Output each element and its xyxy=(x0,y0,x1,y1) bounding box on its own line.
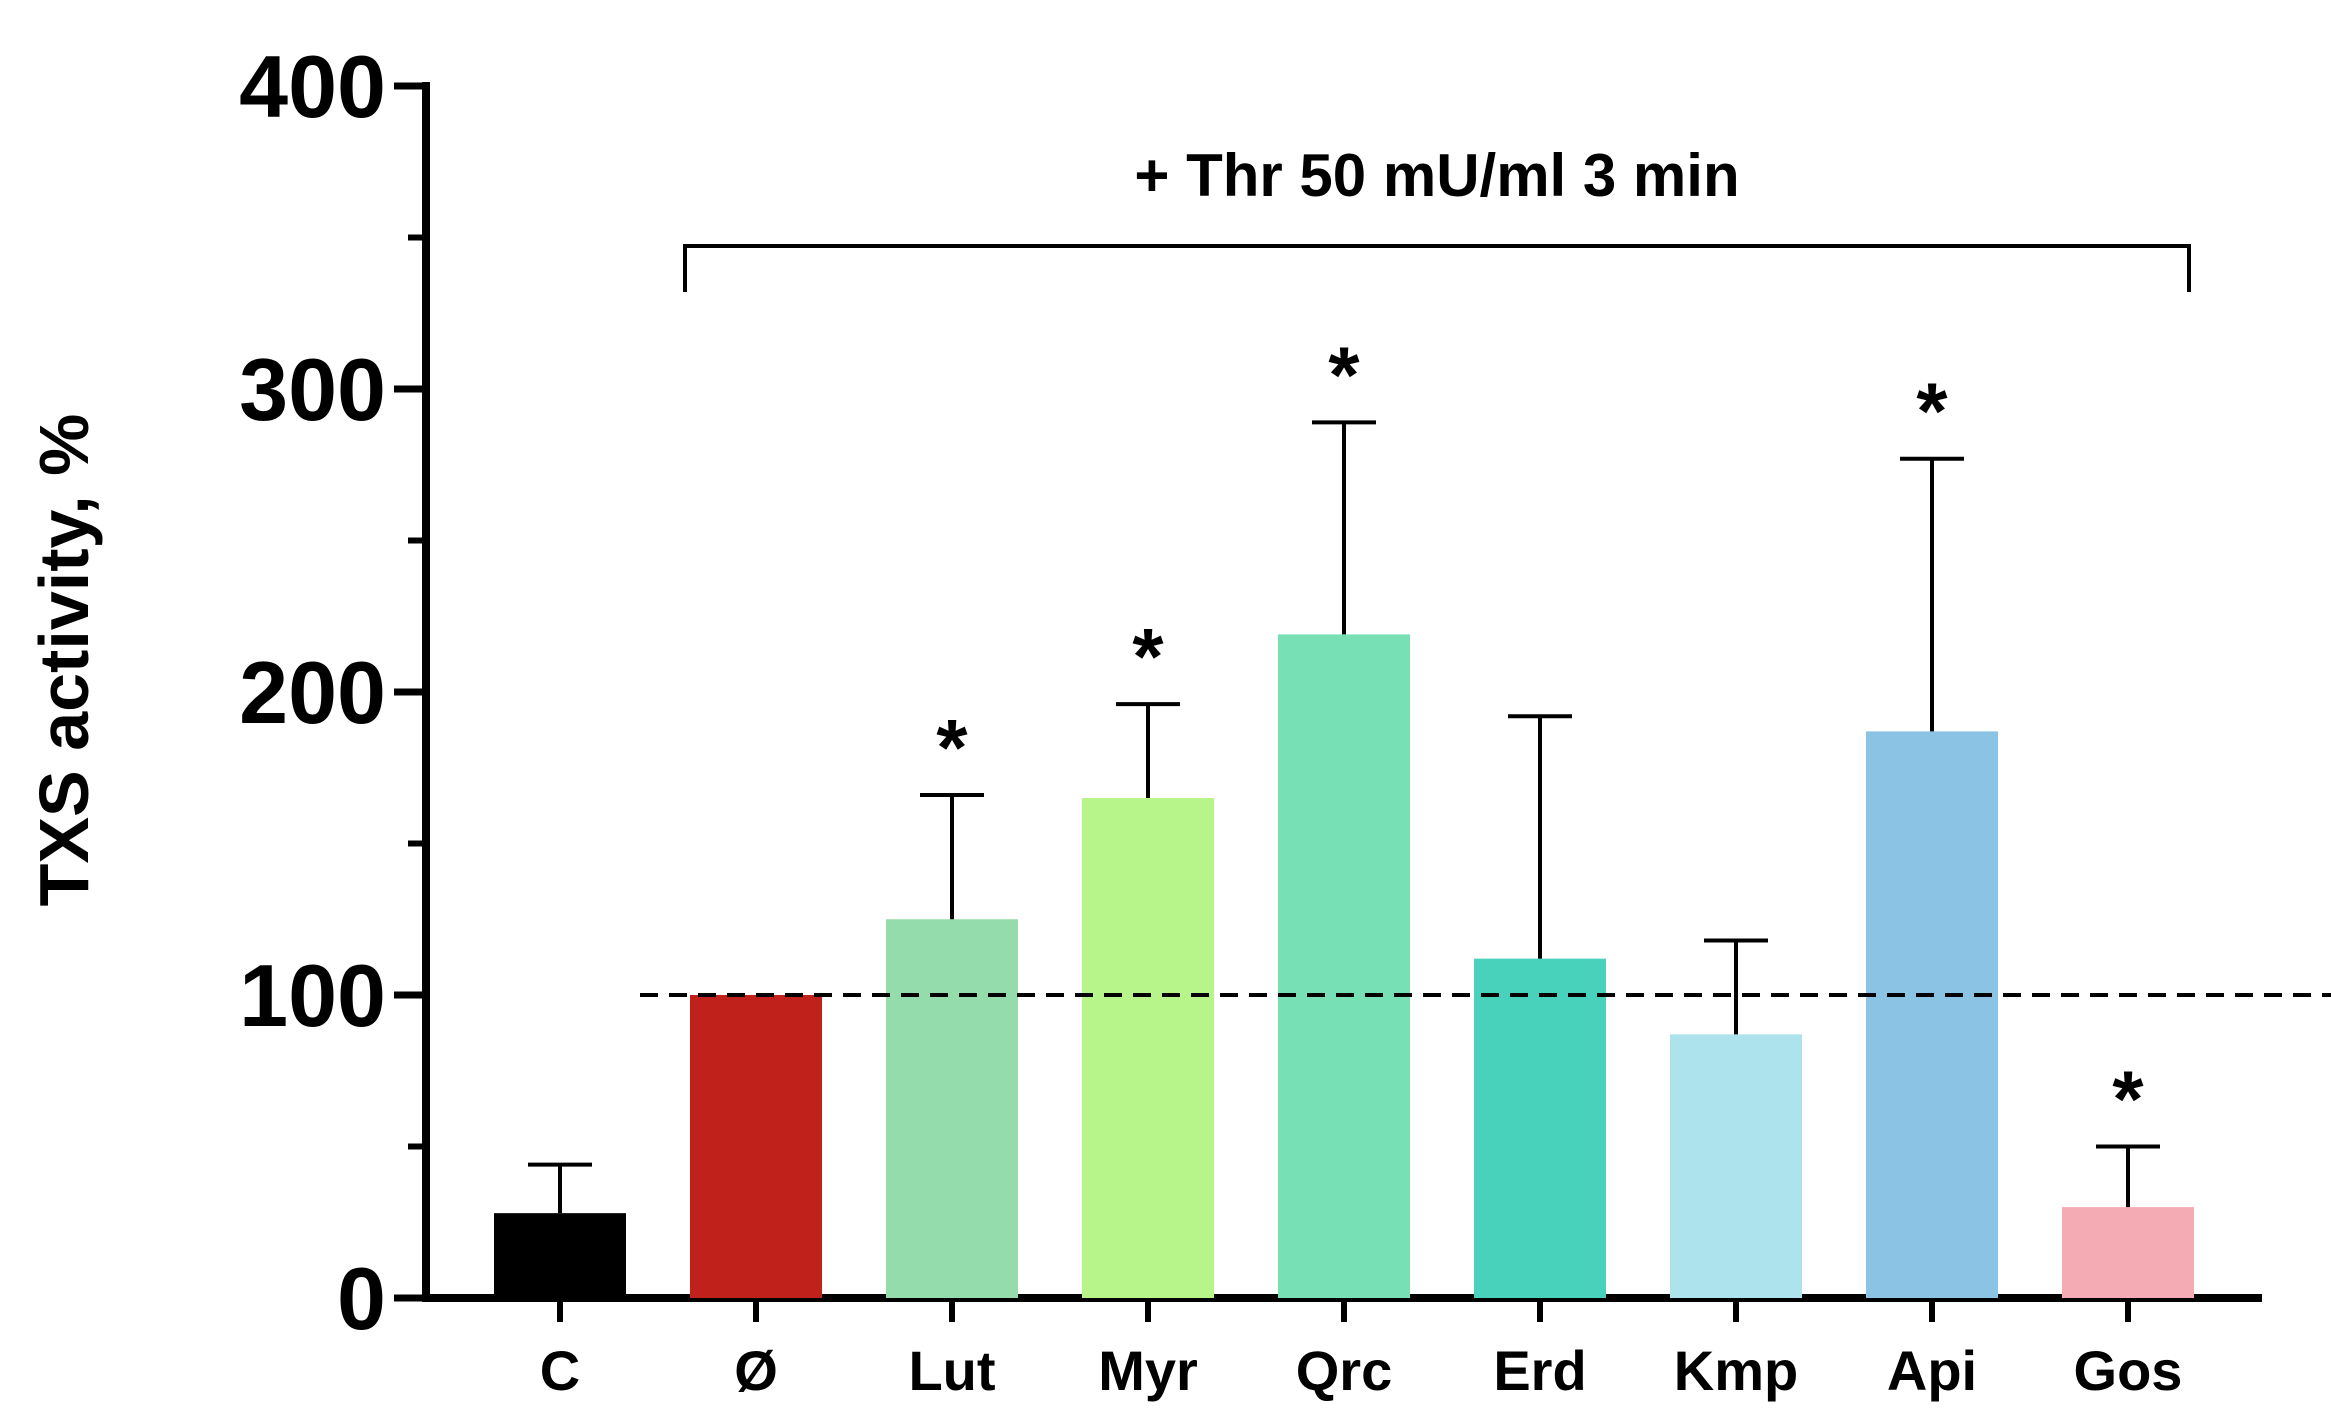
bar-4 xyxy=(1082,798,1214,1298)
significance-mark: * xyxy=(1328,330,1360,419)
axes-layer: 0 100 200 300 400 C Ø Lut Myr Qrc Erd Kmp Api Gos xyxy=(239,37,2262,1402)
x-tick-label: Ø xyxy=(734,1339,778,1402)
y-tick-label: 300 xyxy=(239,340,386,439)
bar-2 xyxy=(690,995,822,1298)
treatment-bracket xyxy=(683,244,2191,292)
bar-5 xyxy=(1278,634,1410,1298)
x-tick-label: Lut xyxy=(908,1339,995,1402)
significance-mark: * xyxy=(1916,367,1948,456)
bar-9 xyxy=(2062,1207,2194,1298)
x-tick-label: Gos xyxy=(2074,1339,2183,1402)
treatment-annotation: + Thr 50 mU/ml 3 min xyxy=(1134,142,1739,209)
x-tick-label: C xyxy=(540,1339,580,1402)
y-tick-label: 200 xyxy=(239,643,386,742)
significance-mark: * xyxy=(1132,612,1164,701)
bar-3 xyxy=(886,919,1018,1298)
y-tick-label: 0 xyxy=(337,1249,386,1348)
y-tick-label: 400 xyxy=(239,37,386,136)
bar-6 xyxy=(1474,958,1606,1298)
x-tick-label: Qrc xyxy=(1296,1339,1393,1402)
x-tick-label: Kmp xyxy=(1674,1339,1798,1402)
x-tick-label: Api xyxy=(1887,1339,1977,1402)
error-bars-layer: * * * * * xyxy=(528,330,2160,1214)
bar-7 xyxy=(1670,1034,1802,1298)
x-tick-label: Myr xyxy=(1098,1339,1198,1402)
x-tick-label: Erd xyxy=(1493,1339,1586,1402)
bar-1 xyxy=(494,1213,626,1298)
significance-mark: * xyxy=(936,703,968,792)
y-tick-label: 100 xyxy=(239,946,386,1045)
bar-8 xyxy=(1866,731,1998,1298)
significance-mark: * xyxy=(2112,1055,2144,1144)
bars-layer xyxy=(494,634,2194,1298)
annotation-layer: + Thr 50 mU/ml 3 min xyxy=(683,142,2191,292)
y-axis-title: TXS activity, % xyxy=(25,414,103,907)
